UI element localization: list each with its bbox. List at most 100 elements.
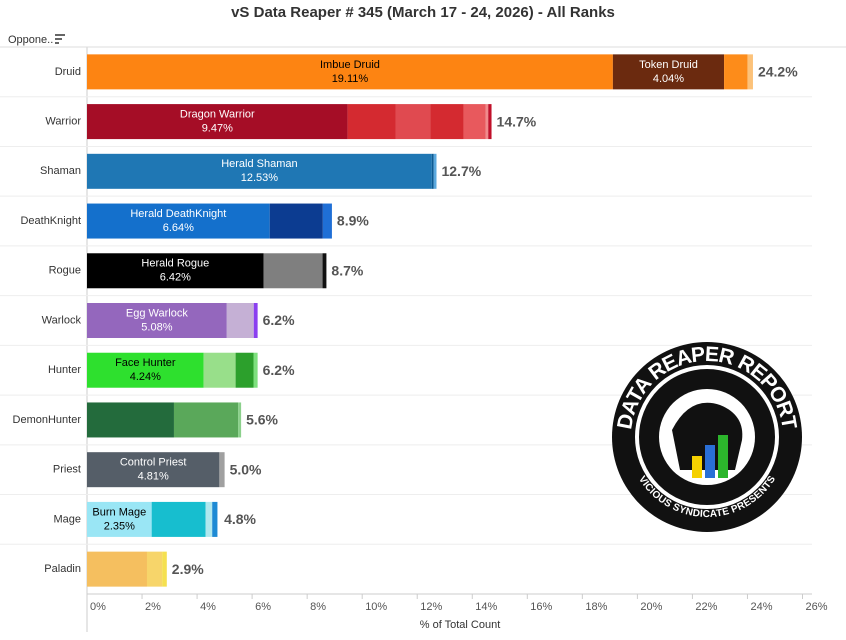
logo: DATA REAPER REPORT VICIOUS SYNDICATE PRE… xyxy=(612,342,802,532)
segment-name: Face Hunter xyxy=(115,357,176,369)
segment-name: Token Druid xyxy=(639,59,698,71)
x-tick-label: 24% xyxy=(750,601,772,613)
segment-name: Control Priest xyxy=(120,457,187,469)
bar-segment xyxy=(212,501,218,537)
bar-segment xyxy=(395,104,431,140)
x-tick-label: 10% xyxy=(365,601,387,613)
segment-value-label: 12.53% xyxy=(241,172,279,184)
bar-segment xyxy=(146,551,163,587)
bar-segment xyxy=(87,104,348,140)
segment-value-label: 9.47% xyxy=(202,122,233,134)
bar-segment xyxy=(87,352,204,388)
bar-segment xyxy=(205,501,213,537)
bar-segment xyxy=(87,551,147,587)
x-tick-label: 14% xyxy=(475,601,497,613)
total-label: 5.0% xyxy=(230,461,262,477)
y-tick-label: Mage xyxy=(53,513,81,525)
bar-segment xyxy=(612,54,725,90)
segment-value-label: 6.64% xyxy=(163,222,194,234)
filter-label[interactable]: Oppone.. xyxy=(8,34,53,46)
y-tick-label: DeathKnight xyxy=(20,215,81,227)
bar-segment xyxy=(485,104,489,140)
segment-value-label: 19.11% xyxy=(332,73,369,85)
segment-name: Herald Shaman xyxy=(221,158,297,170)
bar-segment xyxy=(203,352,236,388)
y-tick-label: Paladin xyxy=(44,563,81,575)
bar-segment xyxy=(269,203,323,239)
bar-segment xyxy=(87,203,270,239)
bar-segment xyxy=(238,402,242,438)
total-label: 5.6% xyxy=(246,412,278,428)
bar-segment xyxy=(322,253,327,289)
bar-segment xyxy=(87,452,220,488)
y-tick-label: Druid xyxy=(55,66,81,78)
total-label: 6.2% xyxy=(263,362,295,378)
x-tick-label: 22% xyxy=(695,601,717,613)
bar-segment xyxy=(263,253,323,289)
total-label: 4.8% xyxy=(224,511,256,527)
bar-segment xyxy=(724,54,748,90)
y-tick-label: Rogue xyxy=(49,265,81,277)
bar-segment xyxy=(747,54,753,90)
sort-icon[interactable] xyxy=(55,34,65,44)
segment-value-label: 4.81% xyxy=(138,471,169,483)
segment-value-label: 5.08% xyxy=(141,321,172,333)
x-tick-label: 20% xyxy=(640,601,662,613)
x-tick-label: 26% xyxy=(806,601,828,613)
bar-segment xyxy=(87,501,152,537)
segment-value-label: 4.04% xyxy=(653,73,684,85)
bar-segment xyxy=(87,54,613,90)
total-label: 6.2% xyxy=(263,312,295,328)
total-label: 8.9% xyxy=(337,213,369,229)
bar-segment xyxy=(87,303,227,338)
chart-title: vS Data Reaper # 345 (March 17 - 24, 202… xyxy=(231,4,615,21)
total-label: 14.7% xyxy=(497,113,537,129)
bar-segment xyxy=(433,153,437,189)
bar-segment xyxy=(226,303,254,338)
segment-name: Dragon Warrior xyxy=(180,108,255,120)
x-tick-label: 8% xyxy=(310,601,326,613)
bar-segment xyxy=(235,352,254,388)
y-tick-label: Priest xyxy=(53,464,81,476)
bar-segment xyxy=(253,303,258,338)
bar-segment xyxy=(87,253,264,289)
segment-name: Herald DeathKnight xyxy=(130,208,226,220)
x-axis-title: % of Total Count xyxy=(420,619,501,631)
total-label: 24.2% xyxy=(758,64,798,80)
y-tick-label: Warrior xyxy=(45,115,81,127)
x-tick-label: 6% xyxy=(255,601,271,613)
x-tick-label: 4% xyxy=(200,601,216,613)
x-tick-label: 12% xyxy=(420,601,442,613)
total-label: 8.7% xyxy=(331,262,363,278)
x-tick-label: 2% xyxy=(145,601,161,613)
segment-name: Imbue Druid xyxy=(320,59,380,71)
bar-segment xyxy=(151,501,206,537)
bar-segment xyxy=(87,402,174,438)
bar-segment xyxy=(430,104,464,140)
segment-name: Burn Mage xyxy=(92,506,146,518)
bar-segment xyxy=(322,203,332,239)
segment-name: Egg Warlock xyxy=(126,307,188,319)
bar-segment xyxy=(347,104,396,140)
bar-segment xyxy=(488,104,492,140)
bar-segment xyxy=(87,153,432,189)
segment-value-label: 4.24% xyxy=(130,371,161,383)
bar-segment xyxy=(463,104,486,140)
x-tick-label: 0% xyxy=(90,601,106,613)
segment-value-label: 6.42% xyxy=(160,272,191,284)
segment-value-label: 2.35% xyxy=(104,520,135,532)
y-tick-label: Hunter xyxy=(48,364,81,376)
total-label: 2.9% xyxy=(172,561,204,577)
x-tick-label: 16% xyxy=(530,601,552,613)
bar-segment xyxy=(431,153,434,189)
x-tick-label: 18% xyxy=(585,601,607,613)
y-tick-label: DemonHunter xyxy=(13,414,82,426)
bar-segment xyxy=(253,352,258,388)
bar-segment xyxy=(162,551,167,587)
segment-name: Herald Rogue xyxy=(141,258,209,270)
y-tick-label: Shaman xyxy=(40,165,81,177)
bar-segment xyxy=(173,402,239,438)
bar-segment xyxy=(219,452,225,488)
y-tick-label: Warlock xyxy=(42,314,82,326)
